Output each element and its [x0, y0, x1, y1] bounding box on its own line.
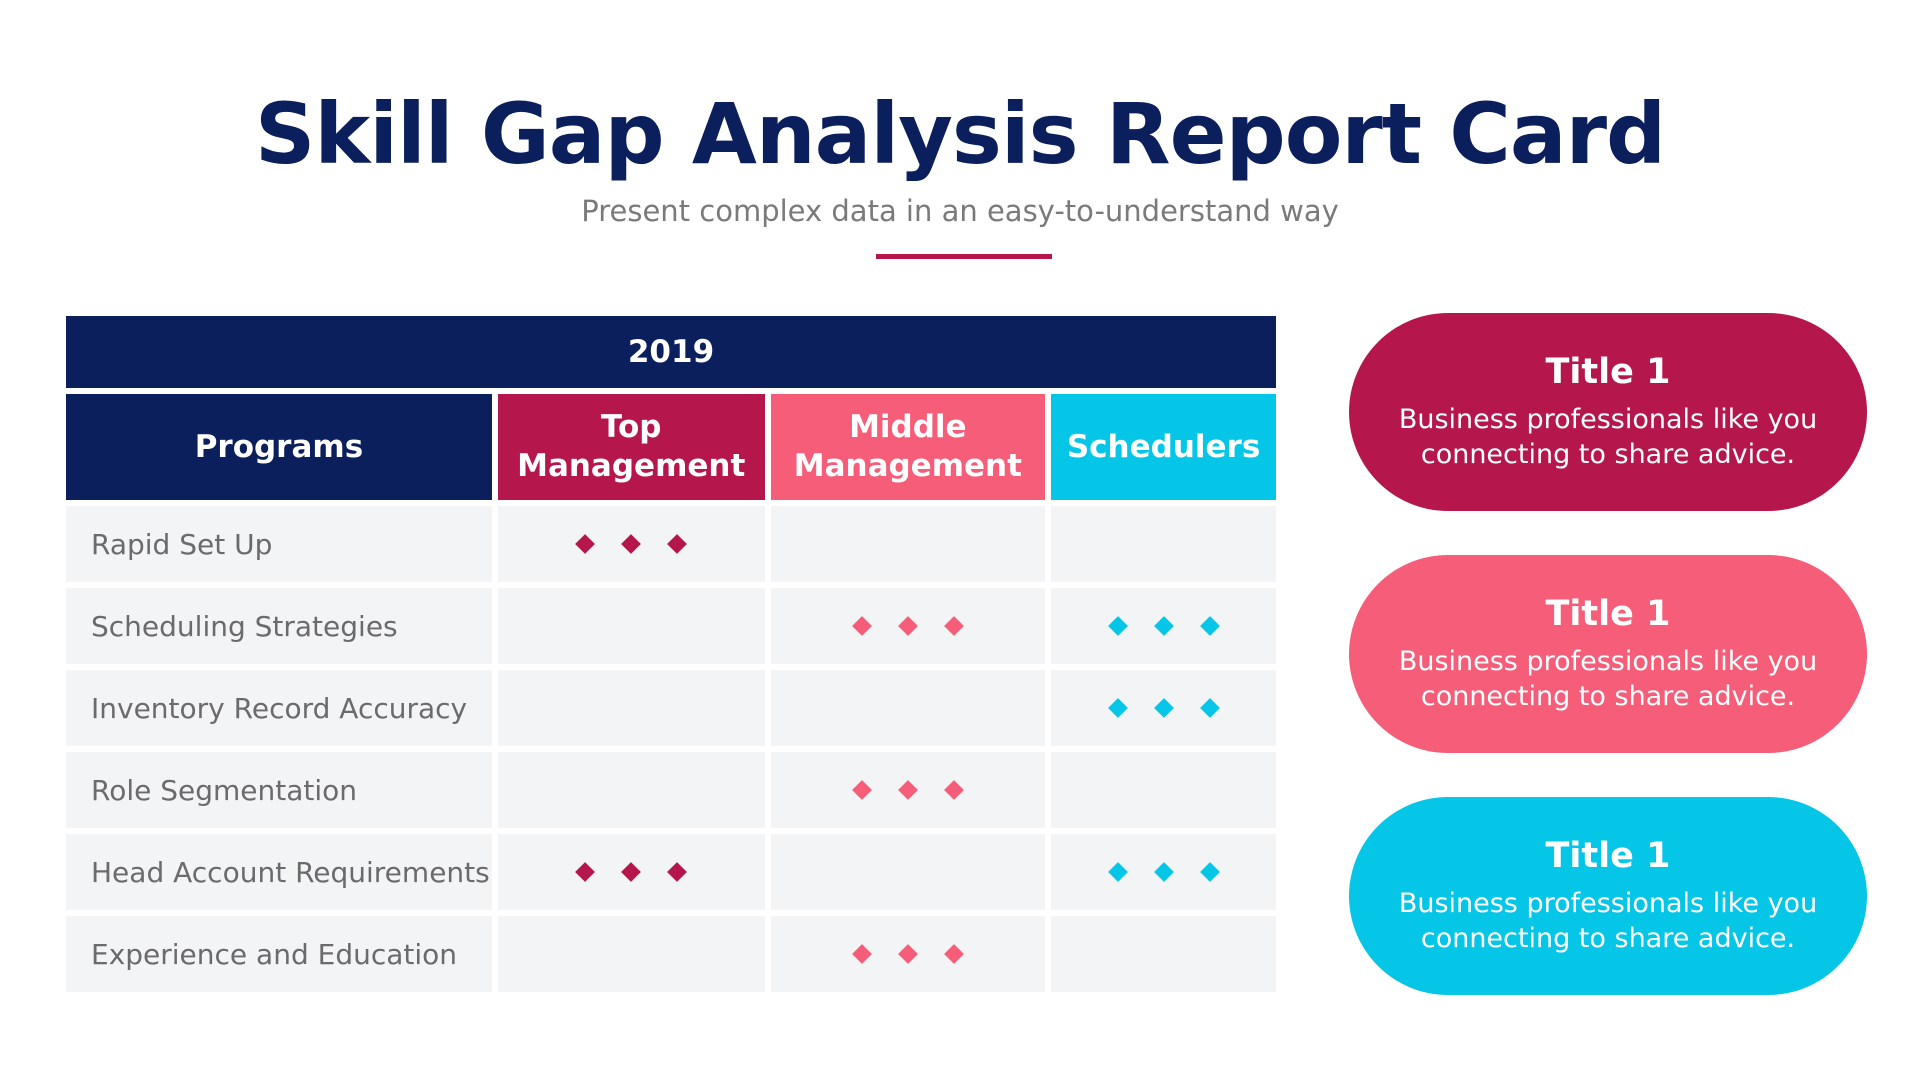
card-title: Title 1: [1545, 351, 1671, 392]
cell-schedulers: [1051, 752, 1276, 828]
cell-schedulers: [1051, 588, 1276, 664]
diamond-icon: [943, 616, 964, 636]
diamond-icon: [851, 780, 872, 800]
diamond-icon: [1199, 698, 1220, 718]
cell-top: [497, 752, 765, 828]
diamond-icon: [1153, 862, 1174, 882]
program-name: Experience and Education: [66, 916, 492, 992]
column-header-schedulers: Schedulers: [1051, 394, 1277, 500]
cell-middle: [770, 834, 1046, 910]
cell-schedulers: [1051, 916, 1276, 992]
diamond-icon: [897, 616, 918, 636]
cell-top: [497, 670, 765, 746]
diamond-marker-group: [851, 944, 964, 964]
diamond-icon: [851, 944, 872, 964]
year-header: 2019: [66, 316, 1276, 388]
cell-middle: [770, 588, 1046, 664]
cell-top: [497, 916, 765, 992]
diamond-icon: [667, 534, 688, 554]
diamond-marker-group: [575, 534, 688, 554]
table-row: Role Segmentation: [66, 752, 1276, 828]
program-name: Inventory Record Accuracy: [66, 670, 492, 746]
diamond-icon: [1153, 616, 1174, 636]
card-title: Title 1: [1545, 835, 1671, 876]
page-title: Skill Gap Analysis Report Card: [254, 85, 1666, 183]
cell-schedulers: [1051, 834, 1276, 910]
diamond-icon: [943, 780, 964, 800]
skill-gap-table: 2019 Programs Top Management Middle Mana…: [66, 316, 1277, 992]
table-row: Experience and Education: [66, 916, 1276, 992]
diamond-icon: [1153, 698, 1174, 718]
diamond-icon: [897, 780, 918, 800]
diamond-marker-group: [851, 616, 964, 636]
diamond-icon: [621, 534, 642, 554]
cell-middle: [770, 670, 1046, 746]
cell-top: [497, 588, 765, 664]
table-body: Rapid Set Up Scheduling Strategies Invento…: [66, 506, 1276, 992]
program-name: Scheduling Strategies: [66, 588, 492, 664]
card-text: Business professionals like you connecti…: [1398, 887, 1818, 954]
diamond-marker-group: [851, 780, 964, 800]
program-name: Head Account Requirements: [66, 834, 492, 910]
diamond-icon: [1199, 862, 1220, 882]
cell-schedulers: [1051, 670, 1276, 746]
diamond-icon: [1107, 698, 1128, 718]
diamond-icon: [897, 944, 918, 964]
diamond-icon: [1107, 616, 1128, 636]
card-title: Title 1: [1545, 593, 1671, 634]
card-middle-management: Title 1 Business professionals like you …: [1349, 555, 1867, 753]
column-header-middle-management: Middle Management: [770, 394, 1046, 500]
table-row: Scheduling Strategies: [66, 588, 1276, 664]
diamond-icon: [851, 616, 872, 636]
program-name: Rapid Set Up: [66, 506, 492, 582]
diamond-marker-group: [1107, 698, 1220, 718]
table-row: Inventory Record Accuracy: [66, 670, 1276, 746]
cell-middle: [770, 506, 1046, 582]
card-top-management: Title 1 Business professionals like you …: [1349, 313, 1867, 511]
diamond-marker-group: [575, 862, 688, 882]
card-text: Business professionals like you connecti…: [1398, 403, 1818, 470]
column-header-programs: Programs: [66, 394, 492, 500]
card-schedulers: Title 1 Business professionals like you …: [1349, 797, 1867, 995]
program-name: Role Segmentation: [66, 752, 492, 828]
cell-top: [497, 834, 765, 910]
cell-middle: [770, 752, 1046, 828]
diamond-icon: [667, 862, 688, 882]
diamond-icon: [575, 534, 596, 554]
card-text: Business professionals like you connecti…: [1398, 645, 1818, 712]
diamond-marker-group: [1107, 862, 1220, 882]
page-subtitle: Present complex data in an easy-to-under…: [581, 194, 1339, 228]
cell-middle: [770, 916, 1046, 992]
cell-schedulers: [1051, 506, 1276, 582]
diamond-icon: [621, 862, 642, 882]
column-header-top-management: Top Management: [497, 394, 765, 500]
diamond-icon: [575, 862, 596, 882]
cell-top: [497, 506, 765, 582]
diamond-marker-group: [1107, 616, 1220, 636]
diamond-icon: [1199, 616, 1220, 636]
table-row: Head Account Requirements: [66, 834, 1276, 910]
diamond-icon: [1107, 862, 1128, 882]
table-row: Rapid Set Up: [66, 506, 1276, 582]
title-divider: [876, 254, 1052, 259]
column-header-row: Programs Top Management Middle Managemen…: [66, 394, 1277, 500]
diamond-icon: [943, 944, 964, 964]
